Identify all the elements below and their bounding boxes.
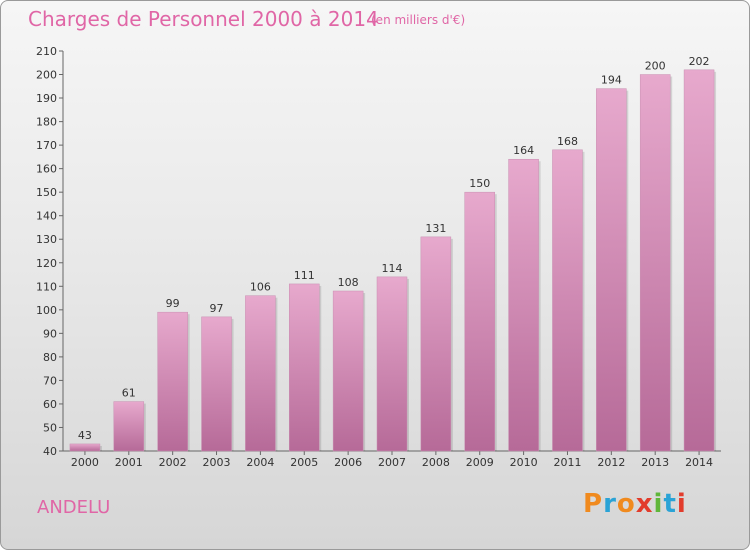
x-tick-label: 2008 [422,456,450,469]
x-tick-label: 2011 [553,456,581,469]
logo-letter: t [663,489,677,519]
proxiti-logo[interactable]: Proxiti [583,489,687,519]
y-tick-label: 200 [36,69,57,82]
bar-value-label: 99 [166,297,180,310]
x-tick-label: 2004 [246,456,274,469]
y-tick-label: 160 [36,163,57,176]
y-tick-label: 190 [36,92,57,105]
bar-2012 [596,88,627,452]
x-tick-label: 2012 [597,456,625,469]
logo-letter: i [676,489,687,519]
bar-2007 [376,276,408,452]
bars-group: 43 61 99 97 106 111 108 114 131 150 164 168 194 200 20… [69,55,717,452]
bar-2014 [683,69,715,452]
x-tick-label: 2000 [71,456,99,469]
x-tick-label: 2001 [115,456,143,469]
bar-2013 [639,74,671,452]
bar-value-label: 164 [513,144,534,157]
bar-value-label: 202 [689,55,710,68]
y-tick-label: 70 [43,374,57,387]
y-tick-label: 120 [36,257,57,270]
bar-value-label: 200 [645,60,666,73]
y-tick-label: 110 [36,280,57,293]
bar-value-label: 111 [294,269,315,282]
commune-name: ANDELU [37,497,111,518]
x-tick-label: 2013 [641,456,669,469]
x-tick-label: 2014 [685,456,713,469]
chart-axes: 40 50 60 70 80 90 100 110 120 130 140 150 160 170 180 1… [36,45,721,469]
bar-value-label: 168 [557,135,578,148]
y-tick-label: 50 [43,421,57,434]
bar-value-label: 61 [122,387,136,400]
logo-letter: r [603,489,617,519]
y-tick-label: 60 [43,398,57,411]
y-tick-label: 100 [36,304,57,317]
bar-2011 [552,149,583,452]
y-tick-label: 130 [36,233,57,246]
bar-2005 [289,283,320,452]
logo-letter: i [653,489,664,519]
x-tick-label: 2007 [378,456,406,469]
bar-2008 [420,236,452,452]
chart-title: Charges de Personnel 2000 à 2014 [28,7,379,31]
bar-value-label: 108 [338,276,359,289]
bar-2006 [332,290,364,452]
logo-letter: P [583,489,604,519]
y-tick-label: 40 [43,445,57,458]
x-tick-label: 2003 [203,456,231,469]
x-tick-label: 2006 [334,456,362,469]
bar-2001 [113,401,145,452]
y-tick-label: 90 [43,327,57,340]
logo-letter: o [616,489,636,519]
x-tick-label: 2009 [466,456,494,469]
y-tick-label: 150 [36,186,57,199]
y-tick-label: 170 [36,139,57,152]
bar-value-label: 131 [425,222,446,235]
y-tick-label: 210 [36,45,57,58]
bar-2009 [464,191,495,452]
y-tick-label: 140 [36,210,57,223]
bar-value-label: 106 [250,281,271,294]
x-tick-label: 2002 [159,456,187,469]
x-tick-label: 2005 [290,456,318,469]
y-tick-label: 180 [36,116,57,129]
bar-value-label: 97 [210,302,224,315]
bar-2004 [245,295,276,452]
bar-value-label: 194 [601,74,622,87]
logo-letter: x [635,489,654,519]
y-tick-label: 80 [43,351,57,364]
chart-subtitle: (en milliers d'€) [371,13,466,27]
bar-value-label: 114 [382,262,403,275]
bar-2002 [157,311,188,452]
bar-value-label: 43 [78,429,92,442]
x-tick-label: 2010 [510,456,538,469]
bar-2010 [508,158,539,452]
bar-2000 [69,443,101,452]
bar-2003 [201,316,232,452]
bar-value-label: 150 [469,177,490,190]
